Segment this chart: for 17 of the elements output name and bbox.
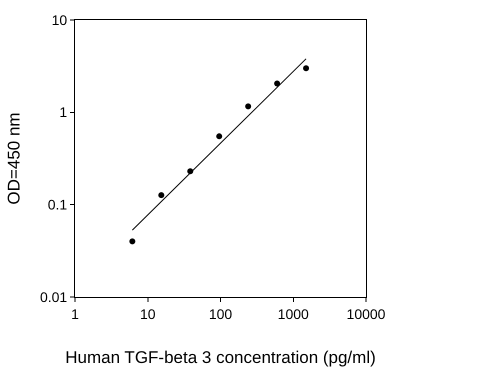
y-axis-title: OD=450 nm — [4, 112, 24, 205]
point — [274, 80, 280, 87]
x-tick-label: 10 — [140, 306, 156, 322]
point — [245, 103, 252, 110]
point — [129, 238, 136, 244]
point — [303, 65, 310, 72]
x-tick-label: 10000 — [346, 306, 386, 322]
x-axis-title: Human TGF-beta 3 concentration (pg/ml) — [65, 348, 376, 368]
point — [216, 133, 222, 140]
y-tick-label: 1 — [59, 104, 68, 120]
x-tick-label: 1000 — [278, 306, 310, 322]
x-tick-label: 1 — [71, 306, 80, 322]
y-tick-label: 0.1 — [48, 196, 68, 213]
point — [158, 192, 164, 198]
y-tick-label: 0.01 — [40, 288, 68, 305]
y-tick-label: 10 — [52, 12, 68, 28]
x-tick-label: 100 — [208, 306, 232, 322]
